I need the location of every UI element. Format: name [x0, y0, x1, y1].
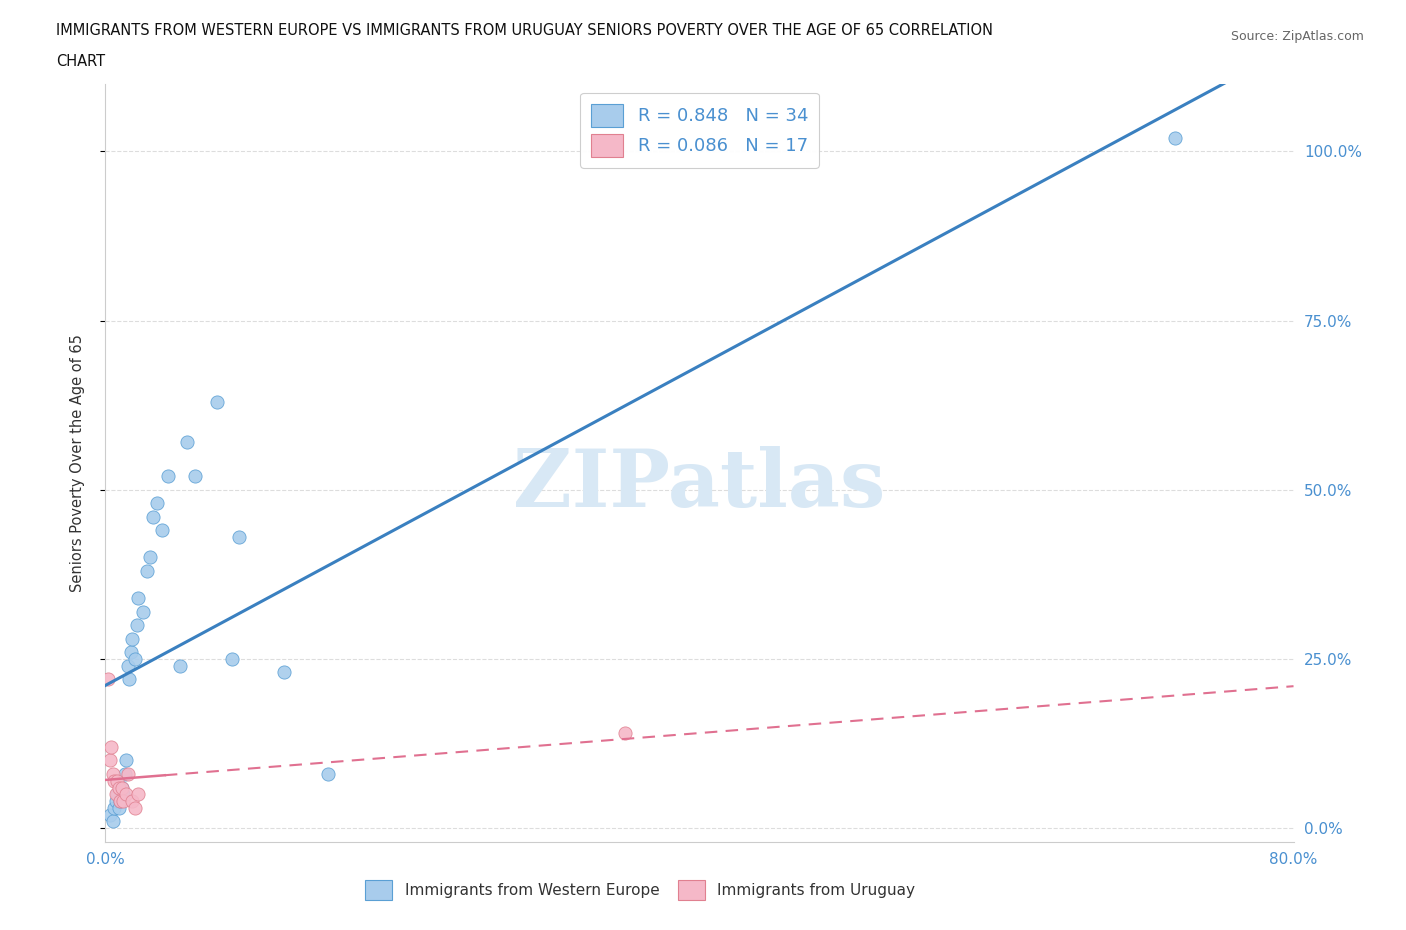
Point [108, 801, 131, 816]
Point [169, 658, 191, 673]
Point [110, 793, 132, 808]
Point [118, 671, 141, 686]
Point [120, 644, 142, 659]
Point [124, 801, 146, 816]
Point [114, 766, 136, 781]
Point [100, 739, 122, 754]
Point [221, 652, 243, 667]
Point [105, 774, 128, 789]
Point [101, 766, 124, 781]
Text: CHART: CHART [56, 54, 105, 69]
Point [150, 523, 173, 538]
Legend: Immigrants from Western Europe, Immigrants from Uruguay: Immigrants from Western Europe, Immigran… [359, 874, 921, 906]
Point [112, 793, 135, 808]
Point [1164, 130, 1187, 145]
Point [111, 780, 134, 795]
Point [121, 793, 143, 808]
Point [316, 766, 339, 781]
Point [104, 787, 127, 802]
Point [228, 530, 250, 545]
Point [127, 787, 149, 802]
Point [125, 618, 148, 632]
Point [105, 787, 128, 802]
Point [103, 774, 125, 789]
Point [98, 753, 121, 768]
Point [136, 564, 159, 578]
Text: ZIPatlas: ZIPatlas [513, 446, 886, 525]
Point [127, 591, 149, 605]
Point [97, 671, 120, 686]
Point [115, 753, 138, 768]
Point [117, 658, 139, 673]
Point [115, 787, 138, 802]
Point [103, 801, 125, 816]
Point [139, 550, 162, 565]
Point [110, 793, 132, 808]
Point [131, 604, 153, 619]
Point [98, 807, 121, 822]
Point [117, 766, 139, 781]
Point [183, 469, 205, 484]
Point [614, 726, 637, 741]
Text: Source: ZipAtlas.com: Source: ZipAtlas.com [1230, 30, 1364, 43]
Point [111, 780, 134, 795]
Point [101, 814, 124, 829]
Point [273, 665, 295, 680]
Point [108, 780, 131, 795]
Point [112, 787, 135, 802]
Point [146, 496, 169, 511]
Point [142, 510, 165, 525]
Point [205, 394, 228, 409]
Point [104, 793, 127, 808]
Text: IMMIGRANTS FROM WESTERN EUROPE VS IMMIGRANTS FROM URUGUAY SENIORS POVERTY OVER T: IMMIGRANTS FROM WESTERN EUROPE VS IMMIGR… [56, 23, 993, 38]
Point [176, 435, 198, 450]
Point [124, 652, 146, 667]
Point [156, 469, 179, 484]
Y-axis label: Seniors Poverty Over the Age of 65: Seniors Poverty Over the Age of 65 [70, 334, 84, 591]
Point [121, 631, 143, 646]
